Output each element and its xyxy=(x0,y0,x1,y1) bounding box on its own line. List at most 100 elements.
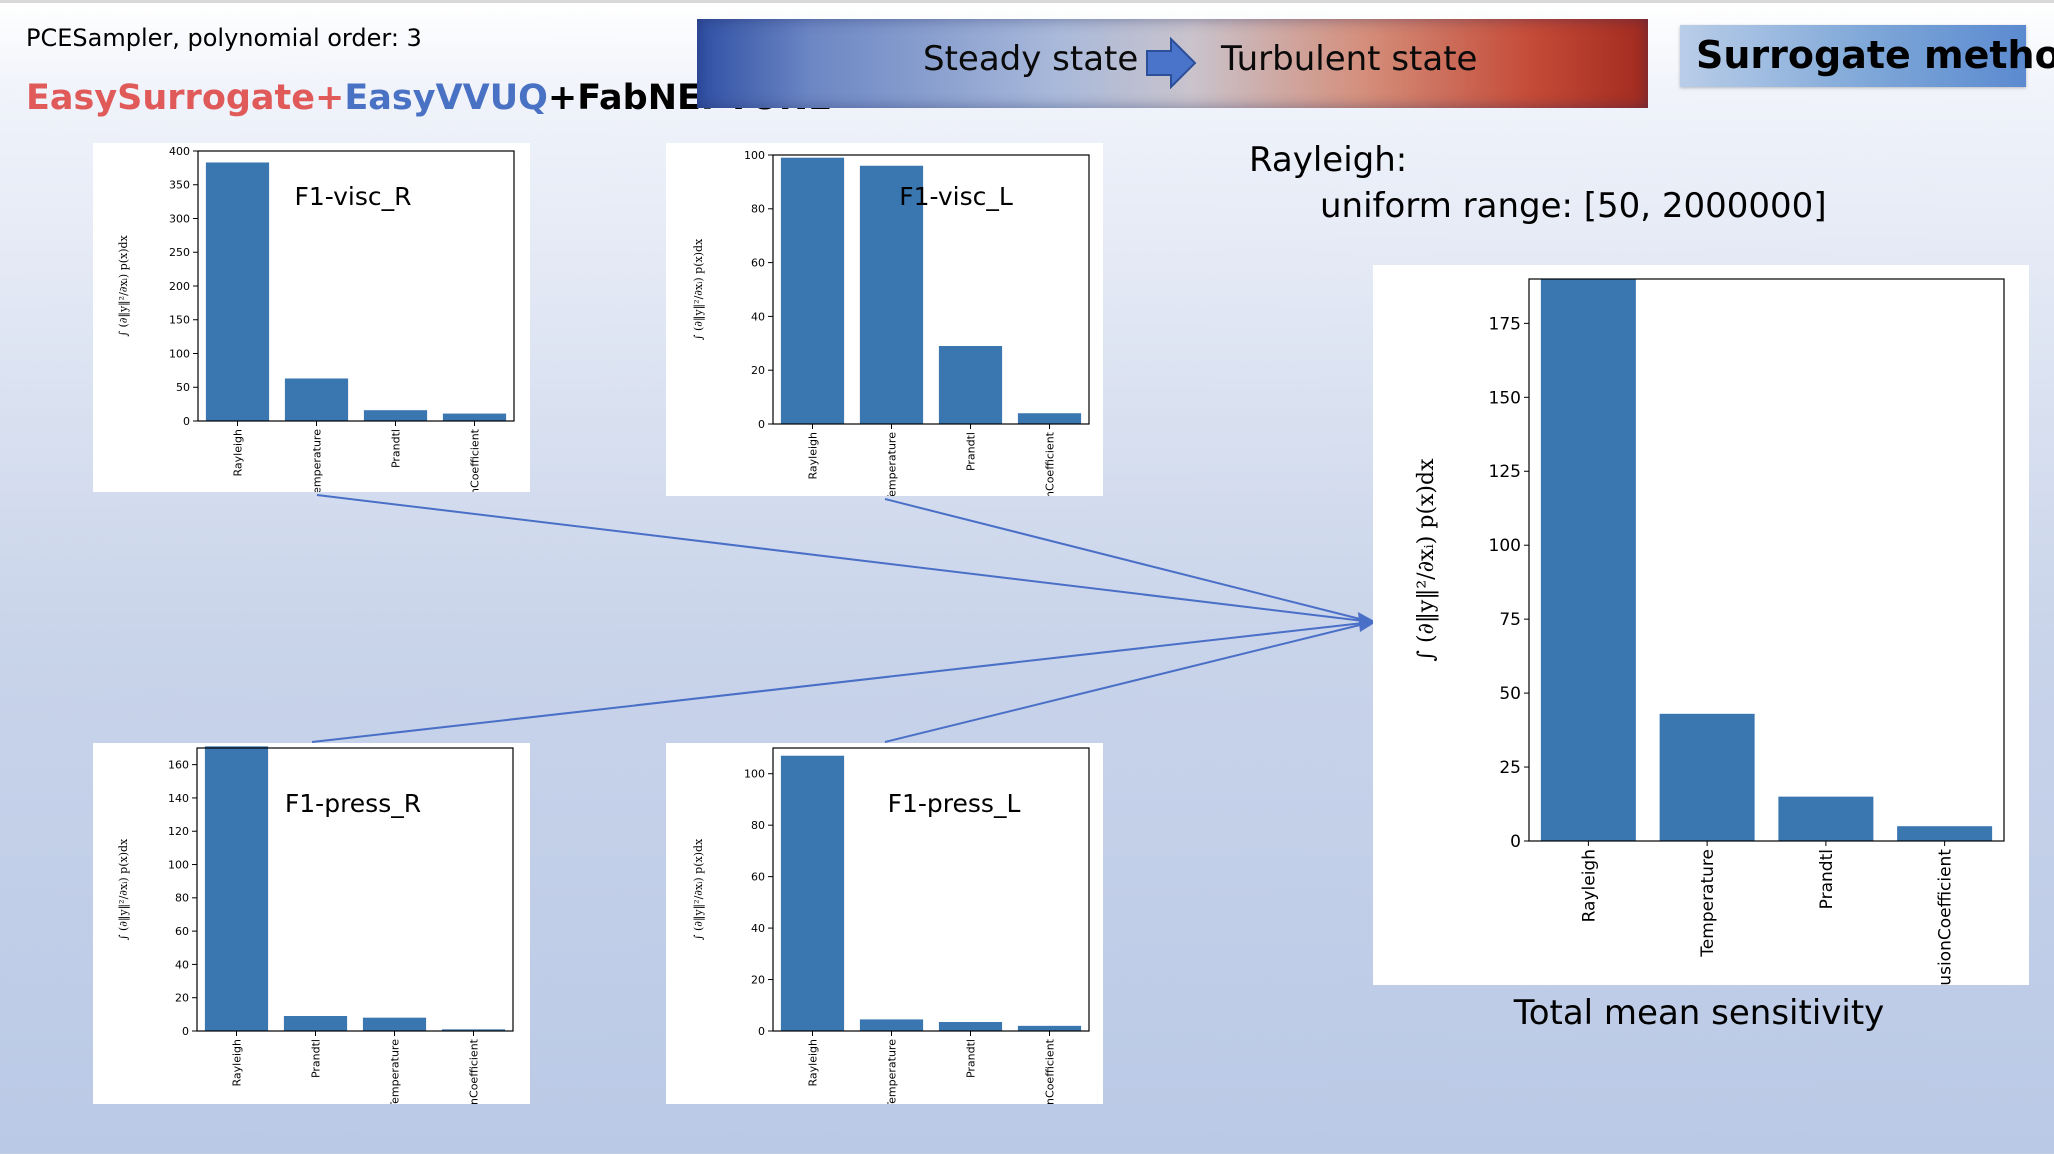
y-tick-label: 300 xyxy=(169,212,190,225)
bar-diffusioncoefficient xyxy=(1017,413,1082,424)
y-tick-label: 0 xyxy=(758,1025,765,1038)
y-tick-label: 20 xyxy=(751,364,765,377)
y-tick-label: 20 xyxy=(751,973,765,986)
y-tick-label: 60 xyxy=(751,256,765,269)
bar-prandtl xyxy=(938,345,1003,424)
y-axis-label: ∫ (∂‖y‖²/∂xᵢ) p(x)dx xyxy=(117,234,131,336)
x-category-label: Rayleigh xyxy=(1579,849,1599,922)
x-category-label: DiffusionCoefficient xyxy=(467,1038,480,1104)
bar-temperature xyxy=(859,165,924,424)
y-tick-label: 150 xyxy=(169,314,190,327)
plot-frame xyxy=(772,747,1090,1032)
plot-frame xyxy=(1528,278,2005,842)
chart-press-r: 0 20 40 60 80 100 120 140 160 Rayleigh Prandtl Temp… xyxy=(117,746,514,1104)
top-divider xyxy=(0,0,2054,3)
arrow-from-press-l xyxy=(884,621,1373,743)
y-axis-label: ∫ (∂‖y‖²/∂xᵢ) p(x)dx xyxy=(117,838,131,940)
y-tick-label: 175 xyxy=(1489,314,1521,334)
chart-title: F1-press_R xyxy=(285,789,421,818)
x-category-label: Prandtl xyxy=(309,1039,322,1078)
y-tick-label: 100 xyxy=(744,768,765,781)
x-category-label: Rayleigh xyxy=(230,1039,243,1087)
bar-rayleigh xyxy=(1540,279,1636,841)
x-category-label: Temperature xyxy=(885,432,898,496)
x-category-label: Prandtl xyxy=(964,1039,977,1078)
y-tick-label: 80 xyxy=(751,819,765,832)
y-tick-label: 75 xyxy=(1499,610,1521,630)
y-tick-label: 0 xyxy=(183,415,190,428)
bar-diffusioncoefficient xyxy=(441,1029,506,1031)
bar-rayleigh xyxy=(780,157,845,424)
bar-temperature xyxy=(1659,713,1755,841)
arrow-from-visc-r xyxy=(316,494,1373,623)
bar-diffusioncoefficient xyxy=(1017,1025,1082,1031)
surrogate-method-badge: Surrogate method xyxy=(1680,25,2054,87)
chart-visc-r: 0 50 100 150 200 250 300 350 400 Rayleigh Temperat… xyxy=(117,145,515,492)
y-tick-label: 100 xyxy=(1489,536,1521,556)
x-category-label: Temperature xyxy=(310,429,323,492)
chart-panel-visc-r: 0 50 100 150 200 250 300 350 400 Rayleigh Temperat… xyxy=(93,143,530,492)
bar-prandtl xyxy=(283,1016,348,1031)
x-category-label: Temperature xyxy=(885,1039,898,1104)
y-tick-label: 120 xyxy=(168,825,189,838)
x-category-label: Prandtl xyxy=(1817,849,1837,909)
chart-title: F1-press_L xyxy=(888,789,1021,818)
y-tick-label: 400 xyxy=(169,145,190,158)
total-mean-sensitivity-caption: Total mean sensitivity xyxy=(1513,993,1885,1033)
bar-rayleigh xyxy=(205,162,270,421)
chart-panel-visc-l: 0 20 40 60 80 100 Rayleigh Temperature Prandtl Di… xyxy=(666,143,1103,496)
chart-panel-press-r: 0 20 40 60 80 100 120 140 160 Rayleigh Prandtl Temp… xyxy=(93,743,530,1104)
chart-panel-press-l: 0 20 40 60 80 100 Rayleigh Temperature Prandtl Di… xyxy=(666,743,1103,1104)
right-arrow-icon xyxy=(1146,37,1197,89)
y-tick-label: 60 xyxy=(175,925,189,938)
x-category-label: Rayleigh xyxy=(806,1039,819,1087)
bar-prandtl xyxy=(938,1021,1003,1031)
bar-temperature xyxy=(362,1017,427,1031)
chart-title: F1-visc_L xyxy=(899,182,1013,211)
y-tick-label: 150 xyxy=(1489,388,1521,408)
x-category-label: Rayleigh xyxy=(231,429,244,477)
state-banner: Steady state Turbulent state xyxy=(697,19,1648,108)
x-category-label: Temperature xyxy=(388,1039,401,1104)
y-tick-label: 0 xyxy=(758,418,765,431)
y-tick-label: 40 xyxy=(175,958,189,971)
chart-visc-l: 0 20 40 60 80 100 Rayleigh Temperature Prandtl Di… xyxy=(692,149,1090,496)
x-category-label: Rayleigh xyxy=(806,432,819,480)
arrow-from-visc-l xyxy=(884,498,1373,623)
y-tick-label: 350 xyxy=(169,179,190,192)
brand-easysurrogate: EasySurrogate+ xyxy=(26,78,345,118)
surrogate-method-label: Surrogate method xyxy=(1696,33,2054,77)
brand-title: EasySurrogate+EasyVVUQ+FabNEPTUNE xyxy=(26,78,832,118)
chart-total-mean-sensitivity: 0 25 50 75 100 125 150 175 Rayleigh Temperature Pr… xyxy=(1414,278,2005,985)
y-tick-label: 50 xyxy=(176,381,190,394)
sampler-info: PCESampler, polynomial order: 3 xyxy=(26,24,422,52)
y-tick-label: 0 xyxy=(182,1025,189,1038)
chart-panel-total: 0 25 50 75 100 125 150 175 Rayleigh Temperature Pr… xyxy=(1373,265,2029,985)
y-tick-label: 80 xyxy=(175,892,189,905)
y-tick-label: 25 xyxy=(1499,758,1521,778)
bar-diffusioncoefficient xyxy=(1897,826,1993,841)
y-tick-label: 40 xyxy=(751,922,765,935)
x-category-label: Temperature xyxy=(1698,849,1718,958)
y-tick-label: 60 xyxy=(751,870,765,883)
y-tick-label: 40 xyxy=(751,310,765,323)
bar-temperature xyxy=(284,378,349,421)
y-tick-label: 20 xyxy=(175,992,189,1005)
bar-diffusioncoefficient xyxy=(442,413,507,421)
y-tick-label: 250 xyxy=(169,246,190,259)
y-axis-label: ∫ (∂‖y‖²/∂xᵢ) p(x)dx xyxy=(692,838,706,940)
y-tick-label: 0 xyxy=(1510,832,1521,852)
bar-rayleigh xyxy=(204,746,269,1031)
plot-frame xyxy=(772,154,1090,425)
y-tick-label: 200 xyxy=(169,280,190,293)
y-axis-label: ∫ (∂‖y‖²/∂xᵢ) p(x)dx xyxy=(1414,458,1439,662)
turbulent-state-label: Turbulent state xyxy=(1221,39,1478,79)
x-category-label: Prandtl xyxy=(964,432,977,471)
y-tick-label: 100 xyxy=(744,149,765,162)
y-tick-label: 50 xyxy=(1499,684,1521,704)
brand-easyvvuq: EasyVVUQ xyxy=(344,78,548,118)
y-tick-label: 140 xyxy=(168,792,189,805)
bar-temperature xyxy=(859,1019,924,1031)
y-tick-label: 160 xyxy=(168,758,189,771)
